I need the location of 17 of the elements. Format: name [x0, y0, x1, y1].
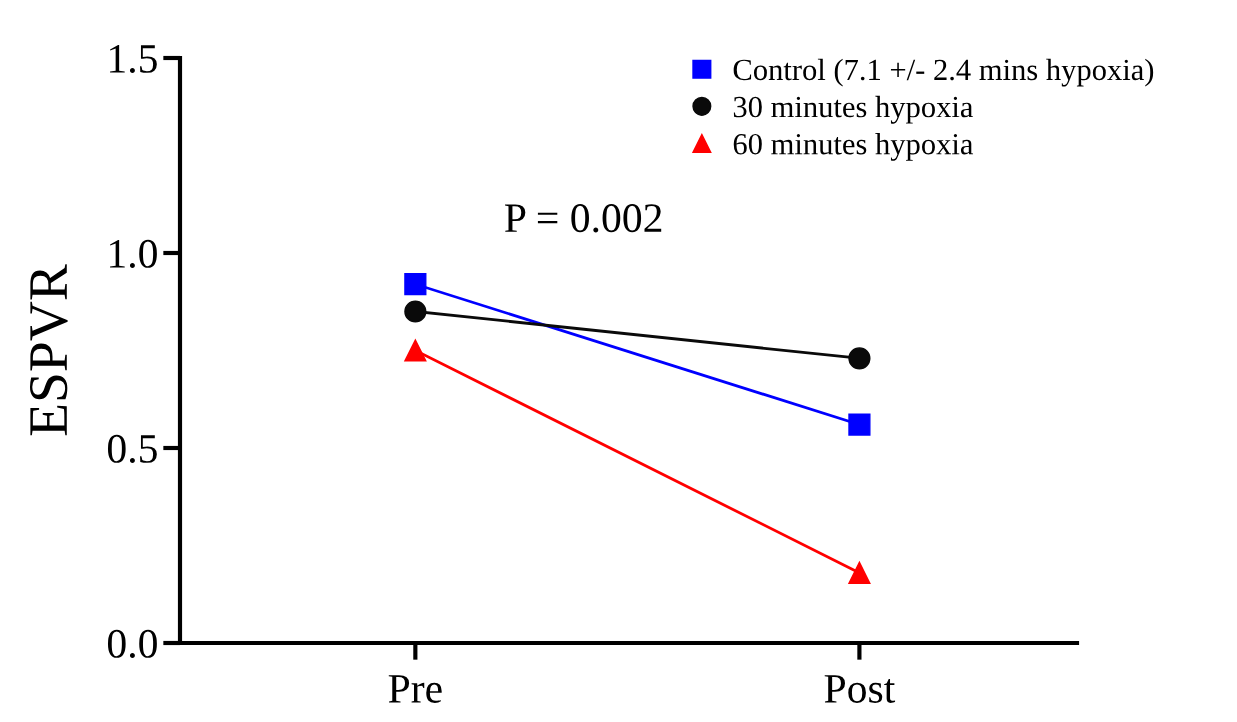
legend-label: 60 minutes hypoxia: [733, 133, 974, 161]
annotation: P = 0.002: [505, 204, 662, 233]
y-tick-label: 0.0: [107, 629, 157, 659]
legend-label: 30 minutes hypoxia: [733, 95, 974, 124]
y-tick-label: 1.5: [110, 44, 157, 74]
point: [404, 339, 427, 362]
legend-label: Control (7.1 +/- 2.4 mins hypoxia): [733, 58, 1154, 87]
y-tick-label: 1.0: [110, 239, 157, 269]
y-tick-label: 0.5: [107, 434, 157, 464]
point: [404, 300, 427, 323]
point: [404, 273, 427, 296]
point: [848, 413, 871, 436]
point: [848, 347, 871, 370]
x-tick-label: Post: [824, 675, 896, 703]
point: [848, 561, 871, 584]
x-tick-label: Pre: [388, 675, 442, 703]
y-axis-title: ESPVR: [29, 264, 68, 436]
